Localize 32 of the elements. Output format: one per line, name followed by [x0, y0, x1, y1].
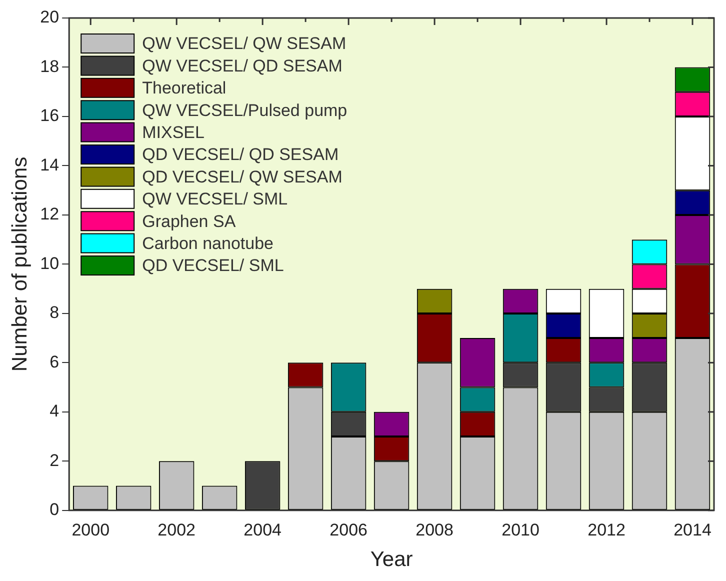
legend-label: QD VECSEL/ QW SESAM — [142, 167, 342, 186]
y-tick-label: 0 — [50, 500, 60, 520]
legend-label: QW VECSEL/ QW SESAM — [142, 34, 346, 54]
y-axis-title: Number of publications — [8, 156, 32, 372]
x-tick-label: 2004 — [244, 520, 282, 540]
legend-label: QD VECSEL/ SML — [142, 256, 284, 276]
x-tick-label: 2012 — [588, 520, 626, 540]
y-tick-label: 6 — [50, 352, 60, 372]
y-tick-label: 14 — [40, 155, 60, 174]
y-tick-label: 4 — [50, 402, 60, 421]
y-tick-label: 8 — [50, 303, 60, 322]
x-tick-label: 2002 — [158, 520, 196, 540]
legend-label: QW VECSEL/ SML — [142, 190, 288, 209]
x-tick-label: 2006 — [330, 520, 368, 540]
x-tick-label: 2008 — [416, 520, 454, 540]
y-tick-label: 20 — [40, 8, 60, 27]
y-tick-label: 16 — [40, 106, 60, 126]
legend-label: Theoretical — [142, 78, 226, 98]
legend-label: QW VECSEL/ QD SESAM — [142, 56, 342, 76]
legend-label: QW VECSEL/Pulsed pump — [142, 100, 348, 120]
y-tick-label: 12 — [40, 204, 60, 224]
x-tick-label: 2014 — [674, 520, 712, 540]
legend-label: Carbon nanotube — [142, 234, 274, 253]
legend-label: MIXSEL — [142, 122, 204, 142]
x-tick-label: 2010 — [502, 520, 540, 540]
y-tick-label: 2 — [50, 450, 60, 470]
legend-label: Graphen SA — [142, 212, 236, 231]
y-tick-label: 18 — [40, 56, 60, 76]
x-axis-title: Year — [370, 548, 413, 572]
y-tick-label: 10 — [40, 254, 60, 273]
legend-label: QD VECSEL/ QD SESAM — [142, 145, 339, 164]
x-tick-label: 2000 — [72, 520, 110, 540]
